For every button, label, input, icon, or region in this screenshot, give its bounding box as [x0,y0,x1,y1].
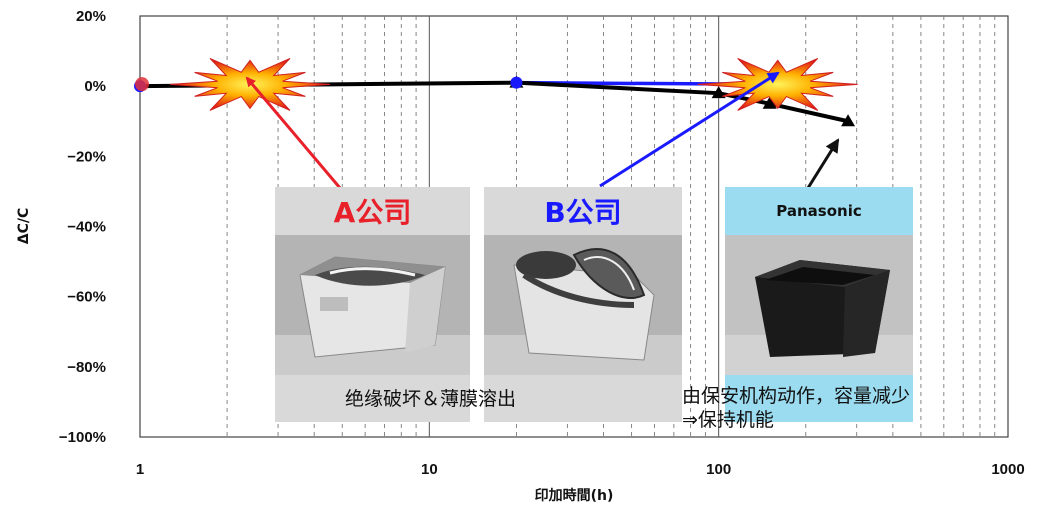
y-tick-label: −20% [67,148,106,165]
caption-panasonic-line2: ⇒保持机能 [682,409,774,431]
y-tick-label: 20% [76,8,106,25]
arrow-panasonic [806,138,840,189]
panel-b-title: B公司 [544,196,622,229]
x-tick-label: 1000 [991,461,1024,478]
y-tick-label: 0% [84,78,106,95]
data-point-triangle [711,86,726,99]
y-axis-label: ΔC/C [16,208,32,245]
y-tick-label: −40% [67,219,106,236]
arrow-b-company [599,71,780,188]
panel-a-title: A公司 [333,196,412,229]
x-tick-labels: 1 10 100 1000 [136,461,1025,478]
b-company-capacitor-photo [484,235,682,375]
arrow-layer [245,71,840,189]
explosion-burst [697,57,858,111]
y-tick-label: −60% [67,289,106,306]
caption-panasonic: 由保安机构动作，容量减少 ⇒保持机能 [682,384,910,432]
arrow-a-company [245,76,342,189]
panasonic-capacitor-photo [725,235,913,375]
caption-panasonic-line1: 由保安机构动作，容量减少 [682,385,911,407]
panel-a-company: A公司 [275,187,470,422]
caption-ab: 绝缘破坏＆薄膜溶出 [345,388,517,410]
panel-b-company: B公司 [484,187,682,422]
data-point-circle [510,76,523,89]
y-tick-labels: 20% 0% −20% −40% −60% −80% −100% [59,8,106,446]
x-tick-label: 100 [706,461,731,478]
data-point-triangle [762,96,777,109]
x-axis-label: 印加時間(h) [535,487,614,504]
y-tick-label: −80% [67,359,106,376]
panel-panasonic: Panasonic [725,187,913,422]
x-tick-label: 1 [136,461,144,478]
y-tick-label: −100% [59,429,106,446]
data-point-red [135,77,149,92]
a-company-capacitor-photo [275,235,470,375]
data-point-triangle [841,114,856,127]
x-tick-label: 10 [421,461,438,478]
panel-panasonic-title: Panasonic [776,202,862,220]
